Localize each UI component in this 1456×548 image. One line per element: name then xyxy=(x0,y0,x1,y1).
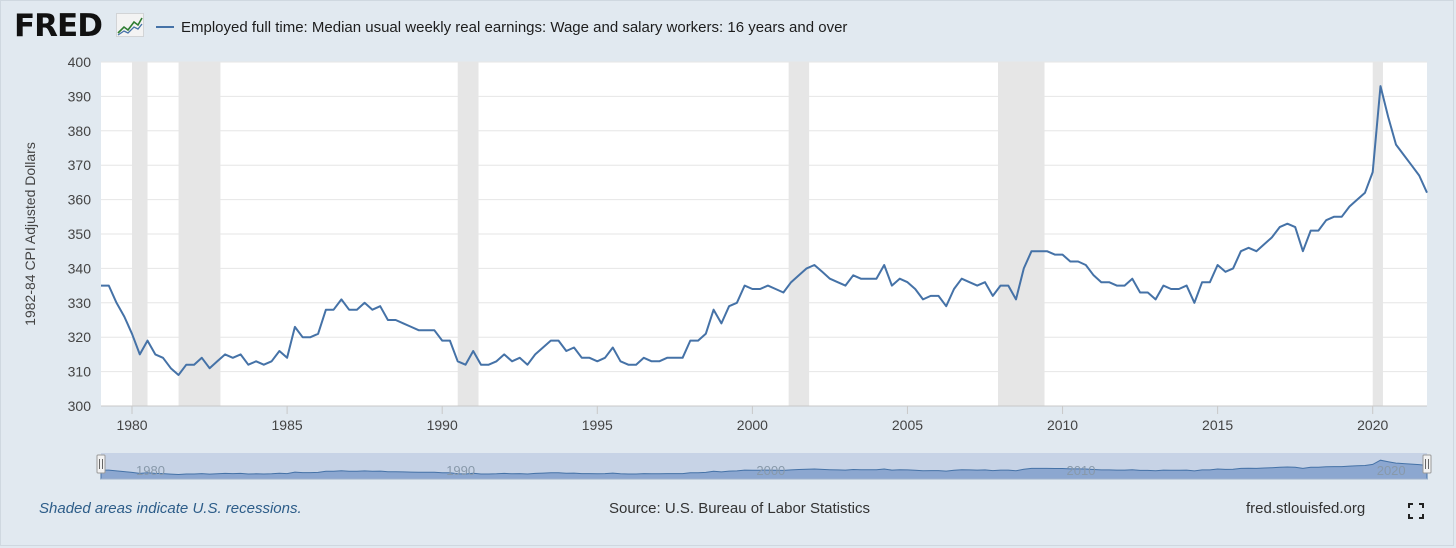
x-tick-label: 1990 xyxy=(427,417,458,433)
y-tick-label: 380 xyxy=(68,123,92,139)
y-tick-label: 340 xyxy=(68,260,92,276)
navigator-year-label: 2000 xyxy=(756,463,785,478)
navigator-series-area xyxy=(100,459,1428,480)
navigator-year-label: 1990 xyxy=(446,463,475,478)
x-tick-label: 2000 xyxy=(737,417,768,433)
y-tick-label: 370 xyxy=(68,157,92,173)
navigator-year-label: 2010 xyxy=(1067,463,1096,478)
navigator-handle[interactable] xyxy=(1422,454,1432,474)
source-text: Source: U.S. Bureau of Labor Statistics xyxy=(609,500,870,517)
site-link[interactable]: fred.stlouisfed.org xyxy=(1246,500,1366,517)
x-tick-label: 1995 xyxy=(582,417,613,433)
y-tick-label: 360 xyxy=(68,192,92,208)
chart-legend[interactable]: Employed full time: Median usual weekly … xyxy=(156,16,847,38)
y-tick-label: 390 xyxy=(68,88,92,104)
navigator-handle[interactable] xyxy=(96,454,106,474)
x-tick-label: 2020 xyxy=(1357,417,1388,433)
axes: 400 390 380 370 360 350 340 330 320 310 300 1980 198… xyxy=(68,54,1427,433)
navigator-handle-body[interactable] xyxy=(1422,454,1432,474)
trend-graph-icon xyxy=(116,13,144,37)
x-tick-label: 2015 xyxy=(1202,417,1233,433)
fullscreen-icon[interactable] xyxy=(1408,503,1424,519)
navigator-year-label: 2020 xyxy=(1377,463,1406,478)
legend-series-label: Employed full time: Median usual weekly … xyxy=(181,18,848,36)
y-tick-label: 310 xyxy=(68,364,92,380)
navigator-handle-body[interactable] xyxy=(96,454,106,474)
y-axis-label: 1982-84 CPI Adjusted Dollars xyxy=(22,142,38,326)
y-tick-label: 400 xyxy=(68,54,92,70)
y-tick-label: 320 xyxy=(68,329,92,345)
legend-line-swatch xyxy=(156,26,174,28)
navigator-year-label: 1980 xyxy=(136,463,165,478)
fred-logo[interactable]: FRED xyxy=(14,8,103,44)
recession-note: Shaded areas indicate U.S. recessions. xyxy=(39,500,302,517)
x-tick-label: 1980 xyxy=(116,417,147,433)
series-line[interactable] xyxy=(101,85,1428,376)
x-tick-label: 1985 xyxy=(272,417,303,433)
y-tick-label: 300 xyxy=(68,398,92,414)
y-tick-label: 350 xyxy=(68,226,92,242)
chart-header: FRED Employed full time: Median usual we… xyxy=(0,0,1456,56)
range-navigator[interactable]: 1980 1990 2000 2010 2020 xyxy=(96,453,1432,480)
x-tick-label: 2005 xyxy=(892,417,923,433)
y-tick-label: 330 xyxy=(68,295,92,311)
series-layer xyxy=(101,85,1428,376)
x-tick-label: 2010 xyxy=(1047,417,1078,433)
